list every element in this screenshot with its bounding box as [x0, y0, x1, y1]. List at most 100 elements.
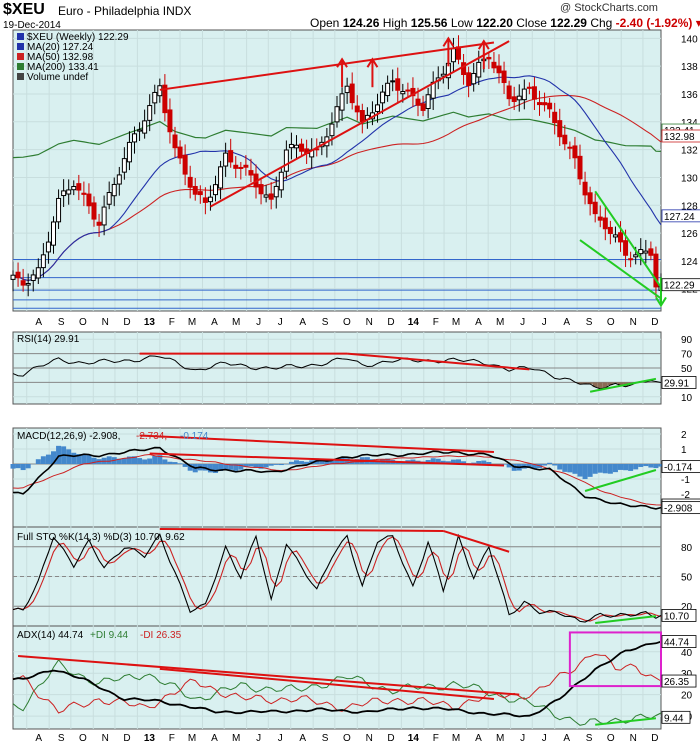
macd-histogram-bar: [435, 458, 441, 464]
candle-body: [243, 164, 249, 168]
candle-body: [501, 70, 507, 84]
y-tick-label: 20: [681, 602, 693, 613]
candle-body: [607, 226, 613, 235]
price-trendline-3: [594, 190, 662, 288]
macd-histogram-bar: [602, 464, 608, 474]
candle-body: [263, 194, 269, 198]
candle-body: [359, 110, 365, 123]
rsi-trendline-2: [589, 377, 657, 393]
adx-last-label-box: [661, 674, 697, 688]
macd-histogram-bar: [106, 456, 112, 464]
panel-3: [12, 427, 662, 528]
candle-body: [375, 104, 380, 112]
candle-body: [618, 232, 623, 243]
candle-body: [329, 123, 335, 137]
candle-body: [142, 120, 148, 134]
candle-body: [425, 94, 431, 110]
panel-5: [12, 625, 662, 730]
open-value: 124.26: [342, 16, 380, 30]
candle-body: [197, 191, 203, 196]
y-tick-label: 2: [681, 430, 687, 441]
candle-body: [278, 171, 284, 191]
macd-histogram-bar: [557, 464, 563, 470]
macd-histogram-bar: [187, 464, 193, 471]
macd-histogram-bar: [633, 464, 639, 470]
y-tick-label: 128: [681, 201, 698, 212]
candle-body: [526, 86, 532, 89]
x-tick-label-bottom: D: [387, 733, 394, 744]
macd-histogram-bar: [450, 459, 456, 464]
macd-histogram-bar: [440, 460, 446, 464]
chart-date: 19-Dec-2014: [3, 20, 61, 31]
candle-body: [440, 73, 446, 77]
macd-histogram-bar: [248, 464, 254, 467]
price-trendline-1: [209, 40, 510, 208]
macd-histogram-bar: [15, 464, 21, 469]
candle-body: [101, 206, 107, 226]
x-tick-label: J: [278, 317, 283, 328]
x-tick-label: M: [452, 317, 460, 328]
high-label: High: [382, 16, 408, 30]
macd-histogram-bar: [481, 460, 487, 464]
adx-trendline-2: [595, 717, 657, 726]
close-label: Close: [516, 16, 547, 30]
rsi-last-label-box: [661, 376, 697, 389]
candle-body: [623, 240, 629, 256]
macd-last-label-box: [661, 460, 700, 474]
y-tick-label: 70: [681, 350, 693, 361]
candle-body: [531, 86, 537, 100]
candle-body: [557, 120, 563, 138]
macd-histogram-bar: [618, 464, 623, 470]
macd-histogram-bar: [587, 464, 593, 477]
macd-histogram-bar: [628, 464, 634, 471]
macd-histogram-bar: [288, 461, 294, 464]
macd-histogram-bar: [218, 464, 224, 472]
macd-trendline-0: [139, 434, 494, 453]
macd-histogram-bar: [567, 464, 573, 473]
price-label-box: [661, 209, 700, 223]
candle-body: [334, 106, 340, 123]
candle-body: [162, 84, 168, 114]
macd-histogram-bar: [562, 464, 568, 472]
change-label: Chg: [590, 16, 613, 30]
macd-histogram-bar: [506, 464, 512, 468]
rsi-line: [12, 355, 662, 390]
macd-histogram-bar: [207, 464, 213, 473]
candle-body: [648, 248, 654, 256]
candle-body: [486, 56, 492, 60]
candle-body: [537, 102, 542, 106]
x-tick-label-bottom: M: [496, 733, 504, 744]
rsi-oversold-fill: [592, 382, 598, 388]
candle-body: [192, 186, 198, 195]
macd-histogram-bar: [299, 461, 305, 464]
macd-histogram-bar: [228, 464, 234, 470]
rsi-oversold-fill: [602, 382, 608, 388]
x-tick-label: O: [607, 317, 615, 328]
sto-trendline-0: [159, 527, 444, 532]
candle-body: [496, 65, 502, 74]
macd-histogram-bar: [40, 456, 46, 464]
candle-body: [344, 85, 350, 94]
legend-swatch: [17, 33, 24, 40]
candle-body: [633, 254, 639, 258]
rsi-trendline-1: [347, 352, 530, 371]
x-tick-label: A: [211, 317, 218, 328]
y-tick-label: 126: [681, 229, 698, 240]
legend-swatch: [17, 63, 24, 70]
macd-histogram-bar: [157, 455, 163, 464]
y-tick-label: 90: [681, 335, 693, 346]
macd-line: [12, 446, 662, 510]
price-label: 127.24: [664, 212, 695, 223]
macd-trendline-2: [584, 469, 657, 492]
annotation-arrowhead-1: [366, 57, 379, 68]
macd-histogram-bar: [324, 460, 330, 464]
candle-body: [172, 134, 178, 149]
macd-histogram-bar: [582, 464, 588, 480]
x-tick-label: J: [256, 317, 261, 328]
rsi-oversold-fill: [618, 382, 623, 386]
candle-body: [81, 192, 87, 195]
x-tick-label-bottom: O: [343, 733, 351, 744]
candle-body: [410, 87, 416, 97]
x-tick-label-bottom: S: [322, 733, 329, 744]
macd-title: MACD(12,26,9) -2.908,: [17, 431, 120, 442]
